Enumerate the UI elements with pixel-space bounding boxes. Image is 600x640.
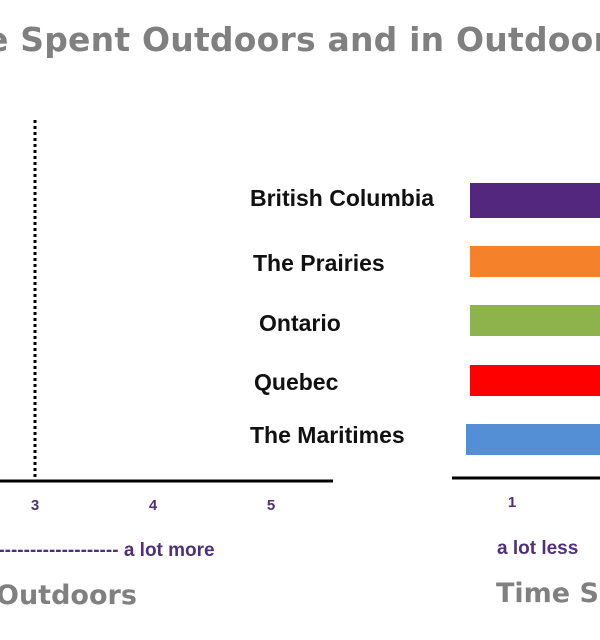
bar-quebec <box>470 365 600 396</box>
region-label-quebec: Quebec <box>254 369 339 395</box>
left-tick-4: 4 <box>148 497 158 514</box>
region-label-british-columbia: British Columbia <box>250 185 435 211</box>
bar-ontario <box>470 305 600 336</box>
chart-title: e Spent Outdoors and in Outdoor Pla <box>0 20 600 59</box>
bars <box>466 183 600 455</box>
left-tick-3: 3 <box>30 497 40 514</box>
region-label-ontario: Ontario <box>259 310 341 336</box>
left-scale-note: -------------------- a lot more <box>0 540 215 561</box>
bar-the-prairies <box>470 246 600 277</box>
right-scale-note: a lot less <box>497 538 579 559</box>
left-tick-5: 5 <box>266 497 276 514</box>
region-label-the-maritimes: The Maritimes <box>250 422 405 448</box>
left-panel <box>0 120 333 483</box>
left-axis-title: Outdoors <box>0 580 137 611</box>
bar-british-columbia <box>470 183 600 218</box>
right-axis-title: Time Sp <box>496 578 600 609</box>
region-label-the-prairies: The Prairies <box>253 250 385 276</box>
bar-the-maritimes <box>466 424 600 455</box>
right-tick-1: 1 <box>507 494 517 511</box>
